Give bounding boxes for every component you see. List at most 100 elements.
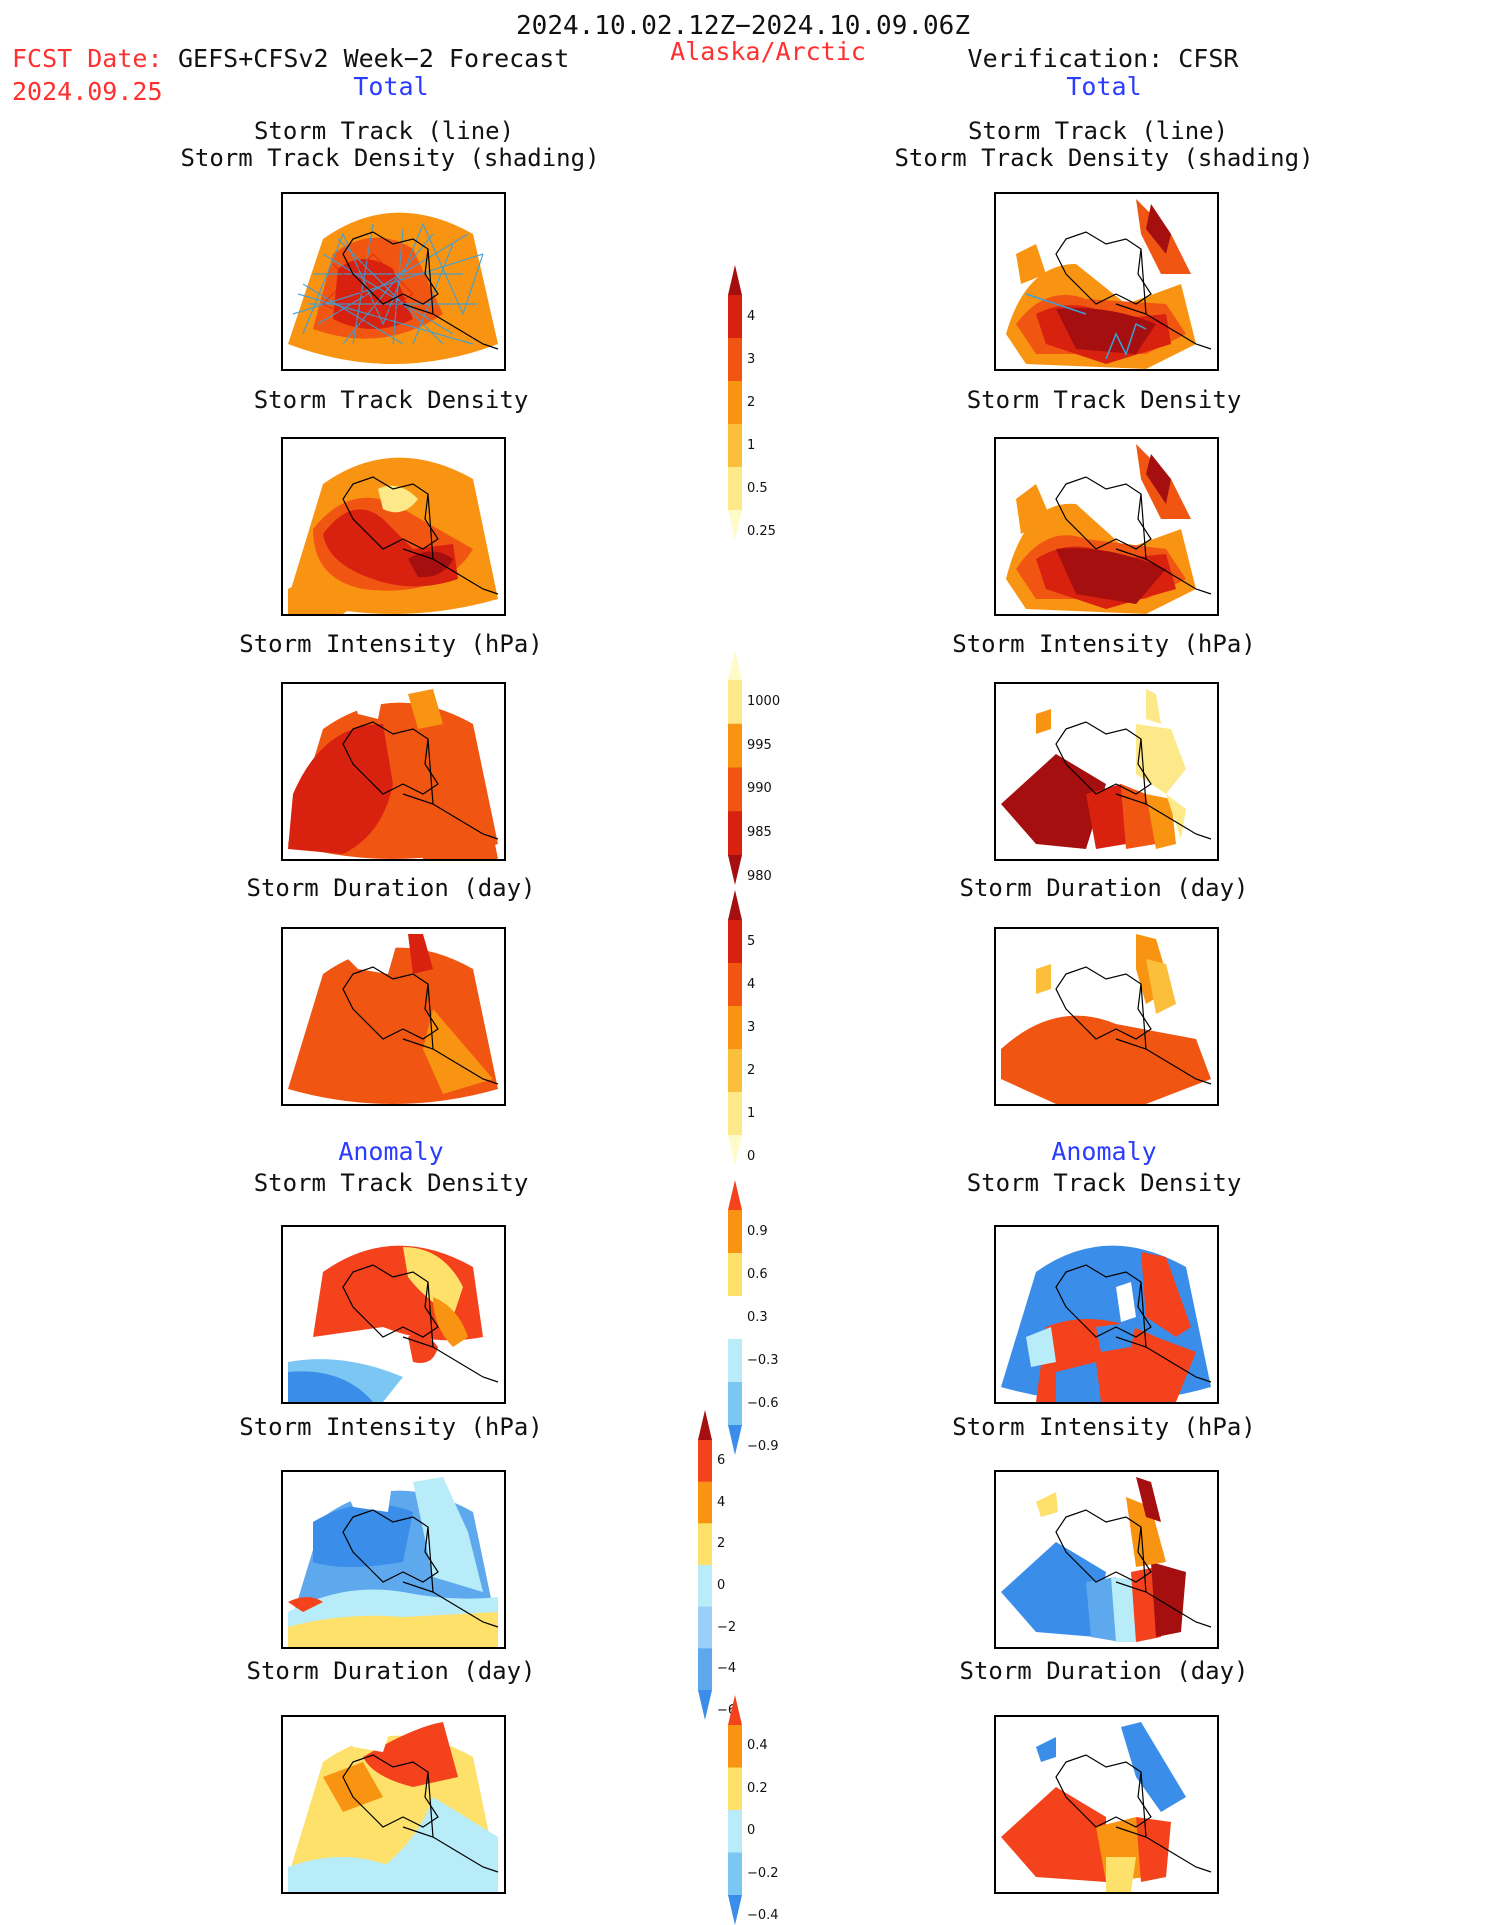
colorbar-duration-graphic bbox=[728, 890, 742, 1165]
total-right-label: Total bbox=[1066, 72, 1142, 101]
colorbar-tick-label: −0.2 bbox=[747, 1865, 779, 1881]
fcst-date-label: FCST Date: bbox=[12, 44, 163, 73]
map-left-anom-duration bbox=[281, 1715, 506, 1894]
right-track-shading-title: Storm Track Density (shading) bbox=[894, 144, 1314, 172]
colorbar-tick-label: −0.9 bbox=[747, 1438, 779, 1454]
colorbar-bottom-extension bbox=[728, 1135, 742, 1165]
colorbar-segment bbox=[728, 767, 742, 812]
map-right-duration bbox=[994, 927, 1219, 1106]
colorbar-segment bbox=[728, 1049, 742, 1093]
map-right-anom-density bbox=[994, 1225, 1219, 1404]
colorbar-tick-label: 0.9 bbox=[747, 1223, 768, 1239]
colorbar-segment bbox=[698, 1440, 712, 1483]
colorbar-top-extension bbox=[728, 890, 742, 920]
colorbar-segment bbox=[728, 680, 742, 725]
left-intensity-title: Storm Intensity (hPa) bbox=[239, 630, 543, 658]
colorbar-anom_density-graphic bbox=[728, 1180, 742, 1455]
colorbar-intensity-graphic bbox=[728, 650, 742, 885]
colorbar-segment bbox=[698, 1648, 712, 1691]
verification-label: Verification: CFSR bbox=[967, 44, 1239, 73]
colorbar-bottom-extension bbox=[728, 1425, 742, 1455]
colorbar-tick-label: 995 bbox=[747, 737, 772, 753]
colorbar-segment bbox=[698, 1606, 712, 1649]
colorbar-tick-label: 6 bbox=[717, 1452, 726, 1468]
left-anom-duration-title: Storm Duration (day) bbox=[246, 1657, 536, 1685]
colorbar-anom-intensity: 6 4 2 0 −2 −4 −6 bbox=[697, 1410, 777, 1720]
map-right-track bbox=[994, 192, 1219, 371]
date-range-title: 2024.10.02.12Z−2024.10.09.06Z bbox=[516, 11, 970, 41]
colorbar-tick-label: 4 bbox=[747, 976, 756, 992]
colorbar-anom_duration-graphic bbox=[728, 1695, 742, 1925]
colorbar-tick-label: 0.3 bbox=[747, 1309, 768, 1325]
colorbar-tick-label: 0.4 bbox=[747, 1738, 768, 1754]
colorbar-segment bbox=[728, 723, 742, 768]
colorbar-tick-label: 4 bbox=[747, 308, 756, 324]
colorbar-segment bbox=[728, 1382, 742, 1426]
colorbar-bottom-extension bbox=[728, 510, 742, 540]
colorbar-tick-label: 990 bbox=[747, 781, 772, 797]
colorbar-tick-label: 0 bbox=[717, 1577, 726, 1593]
map-right-anom-intensity bbox=[994, 1470, 1219, 1649]
colorbar-bottom-extension bbox=[728, 1895, 742, 1925]
colorbar-tick-label: −0.4 bbox=[747, 1908, 779, 1924]
colorbar-top-extension bbox=[728, 1180, 742, 1210]
fcst-product: GEFS+CFSv2 Week−2 Forecast bbox=[178, 44, 570, 73]
colorbar-tick-label: 0.2 bbox=[747, 1780, 768, 1796]
colorbar-segment bbox=[728, 424, 742, 468]
left-track-line-title: Storm Track (line) bbox=[253, 117, 515, 145]
colorbar-track-density: 4 3 2 1 0.5 0.25 bbox=[727, 265, 807, 540]
left-anom-intensity-title: Storm Intensity (hPa) bbox=[239, 1413, 543, 1441]
map-left-duration bbox=[281, 927, 506, 1106]
colorbar-segment bbox=[698, 1523, 712, 1566]
map-right-density bbox=[994, 437, 1219, 616]
colorbar-tick-label: 1000 bbox=[747, 693, 781, 709]
left-anom-density-title: Storm Track Density bbox=[253, 1169, 529, 1197]
colorbar-tick-label: 2 bbox=[747, 1062, 756, 1078]
colorbar-bottom-extension bbox=[728, 855, 742, 885]
map-right-intensity bbox=[994, 682, 1219, 861]
colorbar-segment bbox=[728, 1725, 742, 1768]
map-left-anom-density bbox=[281, 1225, 506, 1404]
colorbar-segment bbox=[728, 1810, 742, 1853]
colorbar-tick-label: 1 bbox=[747, 437, 756, 453]
colorbar-segment bbox=[728, 1852, 742, 1896]
colorbar-segment bbox=[728, 295, 742, 339]
map-right-anom-duration bbox=[994, 1715, 1219, 1894]
colorbar-duration: 5 4 3 2 1 0 bbox=[727, 890, 807, 1165]
colorbar-tick-label: 2 bbox=[717, 1536, 726, 1552]
colorbar-top-extension bbox=[728, 650, 742, 680]
left-density-title: Storm Track Density bbox=[253, 386, 529, 414]
right-track-line-title: Storm Track (line) bbox=[967, 117, 1229, 145]
colorbar-top-extension bbox=[698, 1410, 712, 1440]
colorbar-segment bbox=[728, 1092, 742, 1136]
colorbar-segment bbox=[728, 467, 742, 511]
right-intensity-title: Storm Intensity (hPa) bbox=[952, 630, 1256, 658]
map-left-anom-intensity bbox=[281, 1470, 506, 1649]
colorbar-segment bbox=[728, 920, 742, 964]
colorbar-segment bbox=[728, 1006, 742, 1050]
colorbar-track_density-graphic bbox=[728, 265, 742, 540]
colorbar-segment bbox=[728, 1767, 742, 1811]
colorbar-segment bbox=[728, 1339, 742, 1383]
colorbar-tick-label: 0.25 bbox=[747, 523, 776, 539]
region-label: Alaska/Arctic bbox=[670, 37, 866, 66]
colorbar-tick-label: 0 bbox=[747, 1823, 756, 1839]
colorbar-segment bbox=[728, 963, 742, 1007]
right-density-title: Storm Track Density bbox=[966, 386, 1242, 414]
colorbar-tick-label: −0.6 bbox=[747, 1395, 779, 1411]
map-left-intensity bbox=[281, 682, 506, 861]
colorbar-anom-density: 0.9 0.6 0.3 −0.3 −0.6 −0.9 bbox=[727, 1180, 807, 1455]
colorbar-bottom-extension bbox=[698, 1690, 712, 1720]
colorbar-tick-label: 0.5 bbox=[747, 480, 768, 496]
map-left-track bbox=[281, 192, 506, 371]
colorbar-top-extension bbox=[728, 265, 742, 295]
colorbar-intensity: 1000 995 990 985 980 bbox=[727, 650, 807, 885]
colorbar-segment bbox=[728, 811, 742, 856]
right-anom-duration-title: Storm Duration (day) bbox=[959, 1657, 1249, 1685]
right-anom-intensity-title: Storm Intensity (hPa) bbox=[952, 1413, 1256, 1441]
colorbar-anom-duration: 0.4 0.2 0 −0.2 −0.4 bbox=[727, 1695, 807, 1925]
colorbar-segment bbox=[728, 1296, 742, 1340]
colorbar-segment bbox=[728, 1210, 742, 1254]
total-left-label: Total bbox=[353, 72, 429, 101]
colorbar-tick-label: −4 bbox=[717, 1661, 737, 1677]
